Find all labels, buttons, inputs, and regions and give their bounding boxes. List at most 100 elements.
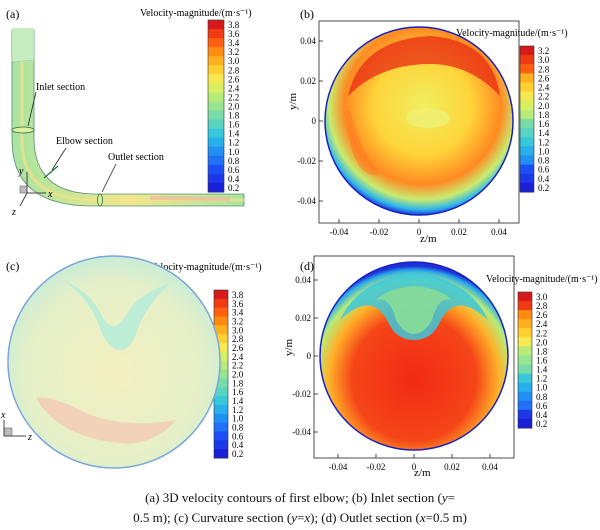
annotation-inlet: Inlet section bbox=[36, 82, 85, 93]
panel-c-colorbar: 3.83.63.43.23.02.82.62.42.22.01.81.61.41… bbox=[213, 289, 244, 459]
y-tick-label: 0.02 bbox=[300, 76, 316, 86]
colorbar-tick-label: 0.6 bbox=[538, 165, 550, 175]
colorbar-swatch bbox=[518, 409, 532, 420]
colorbar-tick-label: 2.4 bbox=[228, 83, 240, 93]
colorbar-swatch bbox=[214, 396, 228, 406]
colorbar-swatch bbox=[208, 128, 224, 139]
colorbar-swatch bbox=[520, 46, 534, 56]
colorbar-tick-label: 3.0 bbox=[232, 325, 244, 335]
colorbar-tick-label: 0.6 bbox=[536, 401, 548, 411]
colorbar-tick-label: 2.4 bbox=[232, 352, 244, 362]
axis-z: z bbox=[27, 432, 32, 443]
y-tick-label: 0.04 bbox=[295, 275, 311, 285]
colorbar-tick-label: 3.0 bbox=[538, 55, 550, 65]
colorbar-tick-label: 2.2 bbox=[536, 328, 547, 338]
colorbar-swatch bbox=[520, 164, 534, 175]
colorbar-tick-label: 1.2 bbox=[232, 405, 243, 415]
colorbar-swatch bbox=[214, 334, 228, 344]
colorbar-tick-label: 0.2 bbox=[538, 183, 549, 193]
colorbar-tick-label: 0.8 bbox=[538, 156, 550, 166]
panel-d-axes: -0.04 -0.02 0 0.02 0.04 0.04 0.02 0 -0.02 -0.04 bbox=[292, 255, 515, 472]
colorbar-tick-label: 3.2 bbox=[538, 46, 549, 56]
colorbar-tick-label: 2.6 bbox=[536, 310, 548, 320]
colorbar-tick-label: 3.8 bbox=[232, 290, 244, 300]
colorbar-swatch bbox=[518, 337, 532, 347]
panel-a-legend-title: Velocity-magnitude/(m·s⁻¹) bbox=[140, 8, 252, 19]
colorbar-tick-label: 2.8 bbox=[232, 334, 244, 344]
colorbar-tick-label: 1.8 bbox=[232, 378, 244, 388]
y-tick-label: -0.04 bbox=[292, 427, 311, 437]
panel-d-legend-title: Velocity-magnitude/(m·s⁻¹) bbox=[486, 274, 598, 285]
panel-b-ylabel: y/m bbox=[287, 92, 299, 110]
x-tick-label: 0 bbox=[417, 227, 422, 237]
colorbar-tick-label: 0.4 bbox=[536, 410, 548, 420]
colorbar-swatch bbox=[518, 364, 532, 375]
colorbar-tick-label: 1.4 bbox=[536, 365, 548, 375]
colorbar-tick-label: 1.0 bbox=[232, 414, 244, 424]
x-tick-label: -0.02 bbox=[367, 462, 386, 472]
caption-line-2: 0.5 m); (c) Curvature section (y=x); (d)… bbox=[133, 510, 467, 525]
colorbar-swatch bbox=[214, 413, 228, 424]
inlet-section-marker bbox=[11, 126, 35, 134]
colorbar-swatch bbox=[520, 137, 534, 147]
colorbar-tick-label: 1.2 bbox=[228, 138, 239, 148]
panel-b-legend-title: Velocity-magnitude/(m·s⁻¹) bbox=[456, 28, 568, 39]
y-tick-label: 0 bbox=[312, 116, 317, 126]
outlet-section-marker bbox=[97, 193, 103, 207]
colorbar-swatch bbox=[208, 137, 224, 148]
colorbar-tick-label: 2.8 bbox=[228, 65, 240, 75]
colorbar-swatch bbox=[518, 301, 532, 311]
colorbar-tick-label: 2.4 bbox=[538, 83, 550, 93]
colorbar-swatch bbox=[208, 20, 224, 30]
panel-b-colorbar: 3.23.02.82.62.42.22.01.81.61.41.21.00.80… bbox=[519, 45, 550, 193]
annotation-elbow: Elbow section bbox=[56, 136, 113, 147]
colorbar-tick-label: 1.6 bbox=[538, 119, 550, 129]
x-tick-label: -0.04 bbox=[330, 227, 349, 237]
panel-d-ylabel: y/m bbox=[283, 338, 295, 356]
colorbar-swatch bbox=[214, 298, 228, 309]
y-tick-label: -0.04 bbox=[297, 196, 316, 206]
colorbar-swatch bbox=[518, 382, 532, 393]
colorbar-tick-label: 0.2 bbox=[228, 183, 239, 193]
colorbar-tick-label: 0.6 bbox=[228, 165, 240, 175]
axis-x: x bbox=[0, 410, 6, 421]
colorbar-swatch bbox=[214, 440, 228, 450]
colorbar-tick-label: 2.0 bbox=[228, 102, 240, 112]
colorbar-tick-label: 1.4 bbox=[232, 396, 244, 406]
colorbar-tick-label: 3.4 bbox=[232, 308, 244, 318]
colorbar-tick-label: 2.0 bbox=[538, 101, 550, 111]
colorbar-swatch bbox=[214, 360, 228, 371]
colorbar-swatch bbox=[520, 64, 534, 74]
colorbar-tick-label: 1.0 bbox=[536, 383, 548, 393]
colorbar-swatch bbox=[520, 82, 534, 93]
colorbar-swatch bbox=[520, 128, 534, 138]
panel-c: (c) Velocity-magnitude/(m·s⁻¹) 3.83.63.4… bbox=[0, 255, 262, 469]
panel-b-xlabel: z/m bbox=[420, 233, 437, 245]
colorbar-swatch bbox=[214, 369, 228, 379]
colorbar-swatch bbox=[214, 422, 228, 432]
colorbar-swatch bbox=[208, 47, 224, 57]
panel-a-axis-triad: y x z bbox=[11, 166, 53, 218]
colorbar-swatch bbox=[208, 110, 224, 121]
x-tick-label: -0.04 bbox=[329, 462, 348, 472]
colorbar-swatch bbox=[208, 101, 224, 112]
y-tick-label: 0.04 bbox=[300, 36, 316, 46]
colorbar-tick-label: 0.2 bbox=[232, 449, 243, 459]
colorbar-swatch bbox=[208, 146, 224, 157]
colorbar-tick-label: 2.2 bbox=[232, 361, 243, 371]
colorbar-swatch bbox=[214, 431, 228, 441]
colorbar-tick-label: 1.6 bbox=[536, 356, 548, 366]
colorbar-swatch bbox=[214, 290, 228, 300]
colorbar-tick-label: 0.8 bbox=[536, 392, 548, 402]
colorbar-swatch bbox=[214, 316, 228, 326]
colorbar-tick-label: 2.6 bbox=[538, 73, 550, 83]
colorbar-swatch bbox=[520, 100, 534, 111]
colorbar-swatch bbox=[520, 91, 534, 102]
panel-d-label: (d) bbox=[300, 259, 314, 273]
colorbar-tick-label: 2.6 bbox=[232, 343, 244, 353]
colorbar-tick-label: 3.2 bbox=[228, 47, 239, 57]
colorbar-swatch bbox=[208, 182, 224, 193]
colorbar-tick-label: 2.2 bbox=[538, 92, 549, 102]
colorbar-tick-label: 3.4 bbox=[228, 38, 240, 48]
